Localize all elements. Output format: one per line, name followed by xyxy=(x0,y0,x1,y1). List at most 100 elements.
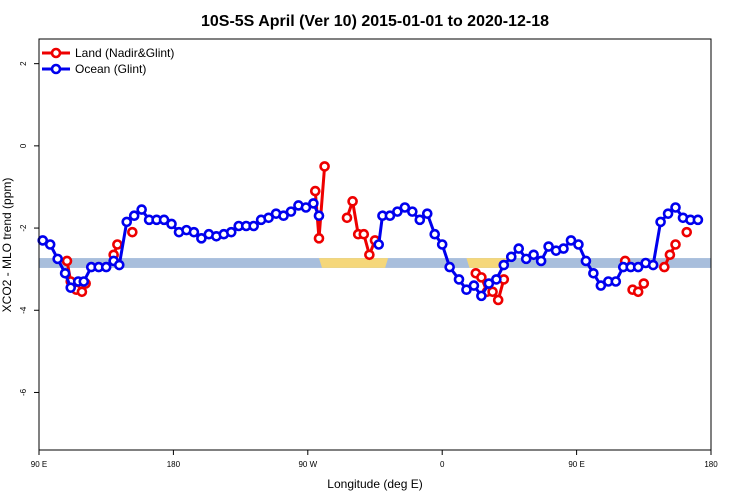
series-0-point-5-3 xyxy=(487,286,498,298)
series-1-point-0-3 xyxy=(59,267,71,279)
series-1-point-1-12 xyxy=(461,284,472,296)
series-1-point-0-38 xyxy=(313,210,325,222)
series-1-point-0-37 xyxy=(308,198,319,209)
series-1-point-0-31 xyxy=(263,212,274,224)
series-1-point-0-6 xyxy=(78,276,90,287)
series-1-point-0-4 xyxy=(65,282,77,293)
series-1-point-1-22 xyxy=(535,255,547,267)
series-1-point-1-0 xyxy=(373,239,385,250)
series-1 xyxy=(37,198,704,302)
series-1-point-1-40 xyxy=(670,202,681,213)
series-1-point-0-13 xyxy=(128,210,140,222)
series-1-point-0-14 xyxy=(136,204,147,215)
series-1-point-0-1 xyxy=(44,239,56,250)
series-1-point-1-6 xyxy=(414,214,426,226)
y-tick-label-2: -2 xyxy=(19,224,28,232)
series-1-point-1-3 xyxy=(392,206,403,217)
series-1-point-1-30 xyxy=(595,280,607,291)
series-1-point-0-12 xyxy=(121,216,133,228)
series-1-point-1-23 xyxy=(543,241,554,252)
series-1-point-0-26 xyxy=(225,226,237,238)
axes: 90 E 180 90 W 0 90 E 180 2 0 -2 -4 -6 xyxy=(19,61,718,469)
series-1-point-1-38 xyxy=(655,216,666,228)
x-tick-label-3: 0 xyxy=(440,460,445,469)
series-1-point-1-10 xyxy=(444,261,455,273)
x-tick-label-1: 180 xyxy=(167,460,181,469)
series-1-point-1-28 xyxy=(580,255,592,267)
series-1-point-1-35 xyxy=(632,261,644,273)
legend-marker-1 xyxy=(50,63,62,75)
series-0-point-4-0 xyxy=(341,212,353,224)
y-tick-label-4: -6 xyxy=(19,388,28,396)
series-0-point-7-1 xyxy=(632,286,644,298)
series-1-point-0-29 xyxy=(248,220,259,232)
x-tick-label-0: 90 E xyxy=(31,460,47,469)
series-0-point-3-1 xyxy=(313,233,325,244)
series-1-point-1-26 xyxy=(565,235,577,246)
series-0-point-4-4 xyxy=(364,249,375,261)
series-0-point-4-1 xyxy=(347,196,358,207)
series-layer xyxy=(37,161,704,306)
series-1-point-0-21 xyxy=(188,226,200,238)
series-0-point-0-3 xyxy=(76,286,88,298)
x-tick-label-2: 90 W xyxy=(298,460,317,469)
series-0-point-3-2 xyxy=(319,161,330,172)
series-1-point-0-17 xyxy=(158,214,170,226)
series-1-point-1-25 xyxy=(558,243,569,254)
series-1-point-0-18 xyxy=(166,218,177,230)
series-0-point-5-1 xyxy=(476,272,487,283)
reference-band xyxy=(39,258,711,268)
y-axis-label: XCO2 - MLO trend (ppm) xyxy=(0,178,14,313)
series-0-point-5-4 xyxy=(492,294,504,306)
chart-title: 10S-5S April (Ver 10) 2015-01-01 to 2020… xyxy=(201,13,549,30)
series-0-point-2-0 xyxy=(127,226,138,238)
series-1-point-1-37 xyxy=(647,259,659,271)
series-1-point-0-33 xyxy=(278,210,289,222)
series-1-point-1-39 xyxy=(662,208,674,219)
y-tick-label-1: 0 xyxy=(19,143,28,148)
series-1-point-1-21 xyxy=(528,249,539,261)
series-1-point-1-32 xyxy=(610,276,622,287)
y-tick-label-3: -4 xyxy=(19,306,28,314)
x-axis-label: Longitude (deg E) xyxy=(327,477,422,491)
plot-frame xyxy=(38,38,712,451)
series-1-point-1-13 xyxy=(468,280,480,291)
legend-marker-0 xyxy=(50,47,62,59)
series-1-point-1-2 xyxy=(384,210,396,222)
series-0-point-4-3 xyxy=(358,228,370,240)
x-tick-label-5: 180 xyxy=(704,460,718,469)
legend-label-0: Land (Nadir&Glint) xyxy=(75,46,174,60)
series-1-point-1-20 xyxy=(520,253,532,265)
y-tick-label-0: 2 xyxy=(19,61,28,66)
band-highlight-0 xyxy=(319,258,389,268)
series-1-point-0-11 xyxy=(113,259,125,271)
series-1-point-1-7 xyxy=(421,208,433,219)
series-1-point-1-5 xyxy=(407,206,418,217)
series-1-point-1-8 xyxy=(429,228,441,240)
legend-label-1: Ocean (Glint) xyxy=(75,62,146,76)
series-1-point-0-36 xyxy=(300,202,312,213)
series-0-point-0-0 xyxy=(61,255,73,267)
series-1-point-1-15 xyxy=(483,278,495,289)
series-1-point-1-16 xyxy=(491,274,502,285)
series-0-point-9-0 xyxy=(681,226,693,238)
series-1-point-0-2 xyxy=(52,253,63,265)
series-1-point-1-17 xyxy=(498,259,510,271)
series-0-point-8-2 xyxy=(670,239,681,250)
series-1-point-1-18 xyxy=(505,251,517,263)
series-1-point-1-19 xyxy=(513,243,525,254)
series-1-point-1-29 xyxy=(588,267,599,279)
series-1-point-1-11 xyxy=(453,274,465,285)
series-0-point-7-2 xyxy=(638,278,650,289)
series-1-point-0-22 xyxy=(196,233,207,244)
series-1-point-1-27 xyxy=(573,239,584,250)
series-1-point-1-9 xyxy=(436,239,448,250)
series-0-point-8-1 xyxy=(664,249,676,261)
series-1-point-1-43 xyxy=(692,214,704,226)
series-1-point-0-34 xyxy=(285,206,297,217)
legend: Land (Nadir&Glint) Ocean (Glint) xyxy=(42,46,174,76)
series-1-point-0-9 xyxy=(100,261,112,273)
x-tick-label-4: 90 E xyxy=(568,460,584,469)
